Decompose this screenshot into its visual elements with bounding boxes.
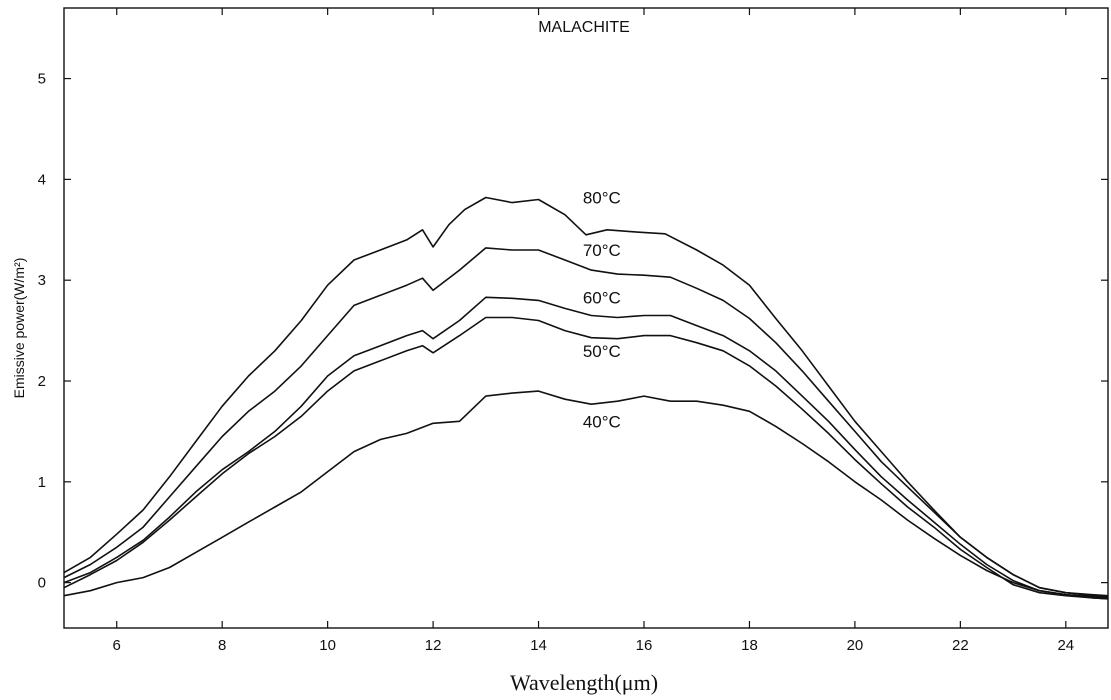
series-label-80c: 80°C bbox=[583, 189, 621, 208]
curves bbox=[63, 196, 1109, 600]
x-tick-label: 8 bbox=[218, 637, 226, 654]
y-tick-label: 4 bbox=[38, 171, 46, 188]
x-tick-label: 14 bbox=[530, 637, 547, 654]
series-line-80c bbox=[63, 196, 1109, 597]
y-tick-label: 0 bbox=[38, 575, 46, 592]
y-tick-label: 2 bbox=[38, 373, 46, 390]
y-axis-label: Emissive power(W/m²) bbox=[11, 258, 27, 399]
x-axis-label: Wavelength(μm) bbox=[510, 670, 658, 695]
x-tick-label: 6 bbox=[113, 637, 121, 654]
series-label-70c: 70°C bbox=[583, 241, 621, 260]
x-tick-label: 16 bbox=[636, 637, 653, 654]
x-tick-label: 24 bbox=[1057, 637, 1074, 654]
axes bbox=[63, 7, 1109, 629]
series-labels: 80°C 70°C 60°C 50°C 40°C bbox=[583, 189, 621, 432]
x-tick-label: 22 bbox=[952, 637, 969, 654]
series-label-60c: 60°C bbox=[583, 288, 621, 307]
series-label-40c: 40°C bbox=[583, 412, 621, 431]
y-tick-label: 1 bbox=[38, 474, 46, 491]
plot-frame bbox=[63, 7, 1109, 629]
x-tick-label: 18 bbox=[741, 637, 758, 654]
series-line-40c bbox=[63, 390, 1109, 600]
x-tick-label: 10 bbox=[319, 637, 336, 654]
x-tick-label: 12 bbox=[425, 637, 442, 654]
y-tick-label: 3 bbox=[38, 272, 46, 289]
series-line-60c bbox=[63, 296, 1109, 599]
chart-title: MALACHITE bbox=[538, 19, 630, 36]
x-tick-label: 20 bbox=[847, 637, 864, 654]
series-label-50c: 50°C bbox=[583, 342, 621, 361]
series-line-70c bbox=[63, 247, 1109, 598]
y-tick-label: 5 bbox=[38, 71, 46, 88]
series-line-50c bbox=[63, 316, 1109, 600]
